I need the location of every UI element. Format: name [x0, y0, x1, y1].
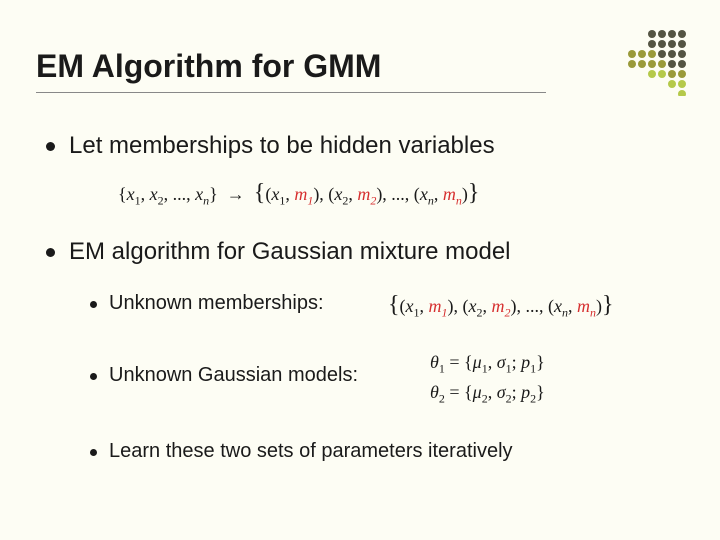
slide-title: EM Algorithm for GMM: [36, 48, 381, 85]
sub-bullet-3: Learn these two sets of parameters itera…: [90, 440, 513, 463]
title-underline: [36, 92, 546, 93]
bullet-disc-icon: [46, 248, 55, 257]
corner-dots-decoration: [582, 28, 692, 101]
bullet-main-2: EM algorithm for Gaussian mixture model: [46, 238, 511, 266]
sub-bullet-1: Unknown memberships:: [90, 292, 324, 315]
formula-membership-mapping: {x1, x2, ..., xn} → {(x1, m1), (x2, m2),…: [118, 180, 479, 209]
bullet-text-1: Let memberships to be hidden variables: [69, 132, 495, 160]
bullet-disc-icon: [46, 142, 55, 151]
sub-bullet-2: Unknown Gaussian models:: [90, 364, 358, 387]
formula-theta-1: θ1 = {μ1, σ1; p1}: [430, 352, 545, 377]
sub-bullet-text-1: Unknown memberships:: [109, 292, 324, 315]
sub-bullet-text-3: Learn these two sets of parameters itera…: [109, 440, 513, 463]
formula-unknown-memberships: {(x1, m1), (x2, m2), ..., (xn, mn)}: [388, 292, 614, 321]
bullet-disc-icon: [90, 373, 97, 380]
bullet-main-1: Let memberships to be hidden variables: [46, 132, 495, 160]
formula-theta-2: θ2 = {μ2, σ2; p2}: [430, 382, 545, 407]
sub-bullet-text-2: Unknown Gaussian models:: [109, 364, 358, 387]
bullet-disc-icon: [90, 301, 97, 308]
bullet-disc-icon: [90, 449, 97, 456]
bullet-text-2: EM algorithm for Gaussian mixture model: [69, 238, 511, 266]
